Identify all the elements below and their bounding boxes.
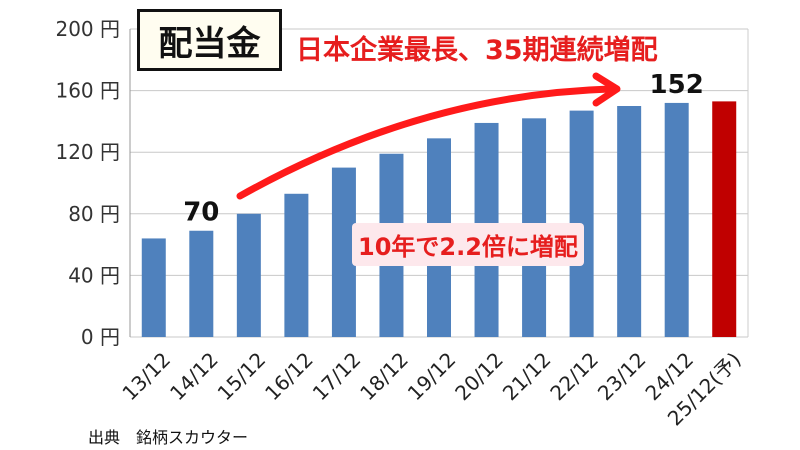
bar-17/12 <box>331 167 356 337</box>
x-tick-label: 14/12 <box>165 347 223 405</box>
bar-13/12 <box>141 238 166 337</box>
bar-16/12 <box>284 193 309 337</box>
x-tick-label: 21/12 <box>498 347 556 405</box>
source-note: 出典 銘柄スカウター <box>88 428 249 447</box>
x-tick-label: 15/12 <box>213 347 271 405</box>
x-tick-label: 23/12 <box>593 347 651 405</box>
x-tick-label: 16/12 <box>260 347 318 405</box>
headline: 日本企業最長、35期連続増配 <box>296 35 658 66</box>
x-tick-label: 19/12 <box>403 347 461 405</box>
y-tick-label: 120 円 <box>55 140 120 164</box>
growth-arrow-head <box>592 72 621 107</box>
growth-arrow-curve <box>236 85 614 200</box>
x-tick-label: 18/12 <box>355 347 413 405</box>
x-tick-labels: 13/1214/1215/1216/1217/1218/1219/1220/12… <box>117 347 745 430</box>
bar-15/12 <box>236 213 261 337</box>
x-tick-label: 22/12 <box>545 347 603 405</box>
y-tick-label: 160 円 <box>55 79 120 103</box>
y-tick-label: 0 円 <box>81 325 120 349</box>
x-tick-label: 20/12 <box>450 347 508 405</box>
y-tick-labels: 0 円 40 円 80 円 120 円 160 円 200 円 <box>55 17 120 349</box>
bar-25/12(予) <box>712 101 737 337</box>
y-tick-label: 80 円 <box>68 202 120 226</box>
data-label-24/12: 152 <box>650 70 704 100</box>
x-tick-label: 13/12 <box>117 347 175 405</box>
y-tick-label: 40 円 <box>68 263 120 287</box>
bar-23/12 <box>617 106 642 337</box>
chart-title: 配当金 <box>137 9 282 71</box>
x-tick-label: 17/12 <box>308 347 366 405</box>
bar-14/12 <box>189 230 214 337</box>
y-tick-label: 200 円 <box>55 17 120 41</box>
data-labels: 70 152 <box>183 70 704 228</box>
bar-24/12 <box>664 102 689 337</box>
bars <box>141 101 737 338</box>
growth-annotation: 10年で2.2倍に増配 <box>352 223 584 266</box>
data-label-14/12: 70 <box>183 198 219 228</box>
growth-arrow <box>236 72 621 200</box>
